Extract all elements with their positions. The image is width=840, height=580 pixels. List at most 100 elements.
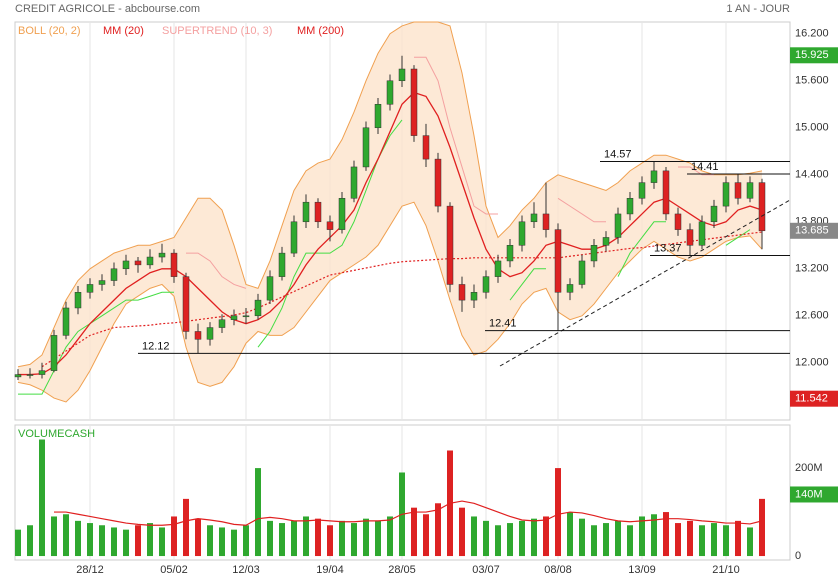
candle-body [50, 335, 58, 371]
price-tag-label: 15.925 [795, 49, 829, 61]
volume-bar [327, 525, 333, 557]
candle-body [446, 205, 454, 285]
volume-bar [543, 516, 549, 557]
candle-body [158, 252, 166, 258]
candle-body [614, 213, 622, 238]
volume-bar [279, 523, 285, 557]
volume-bar [495, 525, 501, 557]
x-tick-label: 28/05 [388, 564, 416, 576]
volume-bar [243, 525, 249, 557]
candle-body [422, 135, 430, 160]
legend-supertrend: SUPERTREND (10, 3) [162, 25, 272, 37]
candle-body [302, 201, 310, 223]
volume-bar [123, 529, 129, 557]
overlay: 12.00012.60013.20013.80014.40015.00015.6… [76, 28, 838, 576]
candle-body [362, 127, 370, 168]
volume-bar [207, 525, 213, 557]
candle-body [602, 237, 610, 246]
candle-body [134, 260, 142, 266]
candle-body [278, 252, 286, 277]
supertrend [617, 221, 666, 277]
volume-bar [651, 514, 657, 557]
plot [14, 21, 766, 557]
volume-bar [591, 525, 597, 557]
volume-bar [459, 507, 465, 557]
x-tick-label: 19/04 [316, 564, 344, 576]
volume-bar [27, 525, 33, 557]
supertrend [557, 197, 606, 223]
candle-body [98, 280, 106, 285]
volume-bar [627, 525, 633, 557]
y-tick-label: 12.000 [795, 357, 829, 369]
volume-bar [87, 523, 93, 557]
supertrend [186, 252, 247, 289]
candle-body [710, 205, 718, 223]
candle-body [86, 284, 94, 293]
y-tick-label: 14.400 [795, 169, 829, 181]
candle-body [722, 182, 730, 207]
level-label: 13.37 [654, 242, 682, 254]
candle-body [26, 374, 34, 376]
volume-bar [255, 468, 261, 557]
level-label: 12.41 [489, 318, 517, 330]
candle-body [530, 213, 538, 223]
candle-body [638, 182, 646, 199]
volume-bar [291, 520, 297, 557]
volume-bar [63, 514, 69, 557]
candle-body [386, 80, 394, 105]
candle-body [470, 292, 478, 301]
volume-bar [135, 525, 141, 557]
volume-bar [195, 518, 201, 557]
candle-body [314, 201, 322, 223]
volume-bar [147, 523, 153, 557]
volume-tick-label: 0 [795, 550, 801, 562]
candle-body [170, 252, 178, 277]
volume-bar [159, 527, 165, 557]
x-tick-label: 08/08 [544, 564, 572, 576]
candle-body [758, 182, 766, 232]
candle-body [686, 229, 694, 246]
volume-bar [615, 520, 621, 557]
volume-bar [111, 527, 117, 557]
candle-body [338, 198, 346, 230]
candle-body [182, 276, 190, 332]
level-label: 12.12 [142, 340, 170, 352]
volume-bar [387, 516, 393, 557]
price-tag-label: 13.685 [795, 225, 829, 237]
candle-body [410, 68, 418, 136]
volume-bar [531, 518, 537, 557]
volume-bar [747, 527, 753, 557]
candle-body [566, 284, 574, 293]
x-tick-label: 28/12 [76, 564, 104, 576]
volume-label: VOLUMECASH [18, 428, 95, 440]
candle-body [398, 68, 406, 82]
candle-body [698, 221, 706, 246]
candle-body [518, 221, 526, 246]
price-tag [790, 222, 838, 239]
candle-body [482, 276, 490, 293]
supertrend [414, 56, 498, 215]
legend-boll: BOLL (20, 2) [18, 25, 81, 37]
candle-body [218, 319, 226, 328]
x-tick-label: 21/10 [712, 564, 740, 576]
candle-body [434, 158, 442, 207]
volume-bar [555, 468, 561, 557]
candle-body [578, 260, 586, 285]
candle-body [242, 315, 250, 318]
candle-body [326, 221, 334, 230]
volume-bar [435, 503, 441, 557]
volume-bar [759, 498, 765, 557]
candle-body [194, 331, 202, 340]
candle-body [14, 374, 22, 378]
supertrend [725, 229, 751, 246]
volume-bar [735, 520, 741, 557]
volume-bar [423, 514, 429, 557]
volume-bar [231, 529, 237, 557]
price-tag-label: 11.542 [795, 393, 828, 405]
candle-body [626, 198, 634, 215]
candle-body [62, 307, 70, 336]
candle-body [590, 245, 598, 262]
boll-lower [17, 201, 763, 403]
level-label: 14.57 [604, 148, 632, 160]
volume-bar [663, 512, 669, 557]
